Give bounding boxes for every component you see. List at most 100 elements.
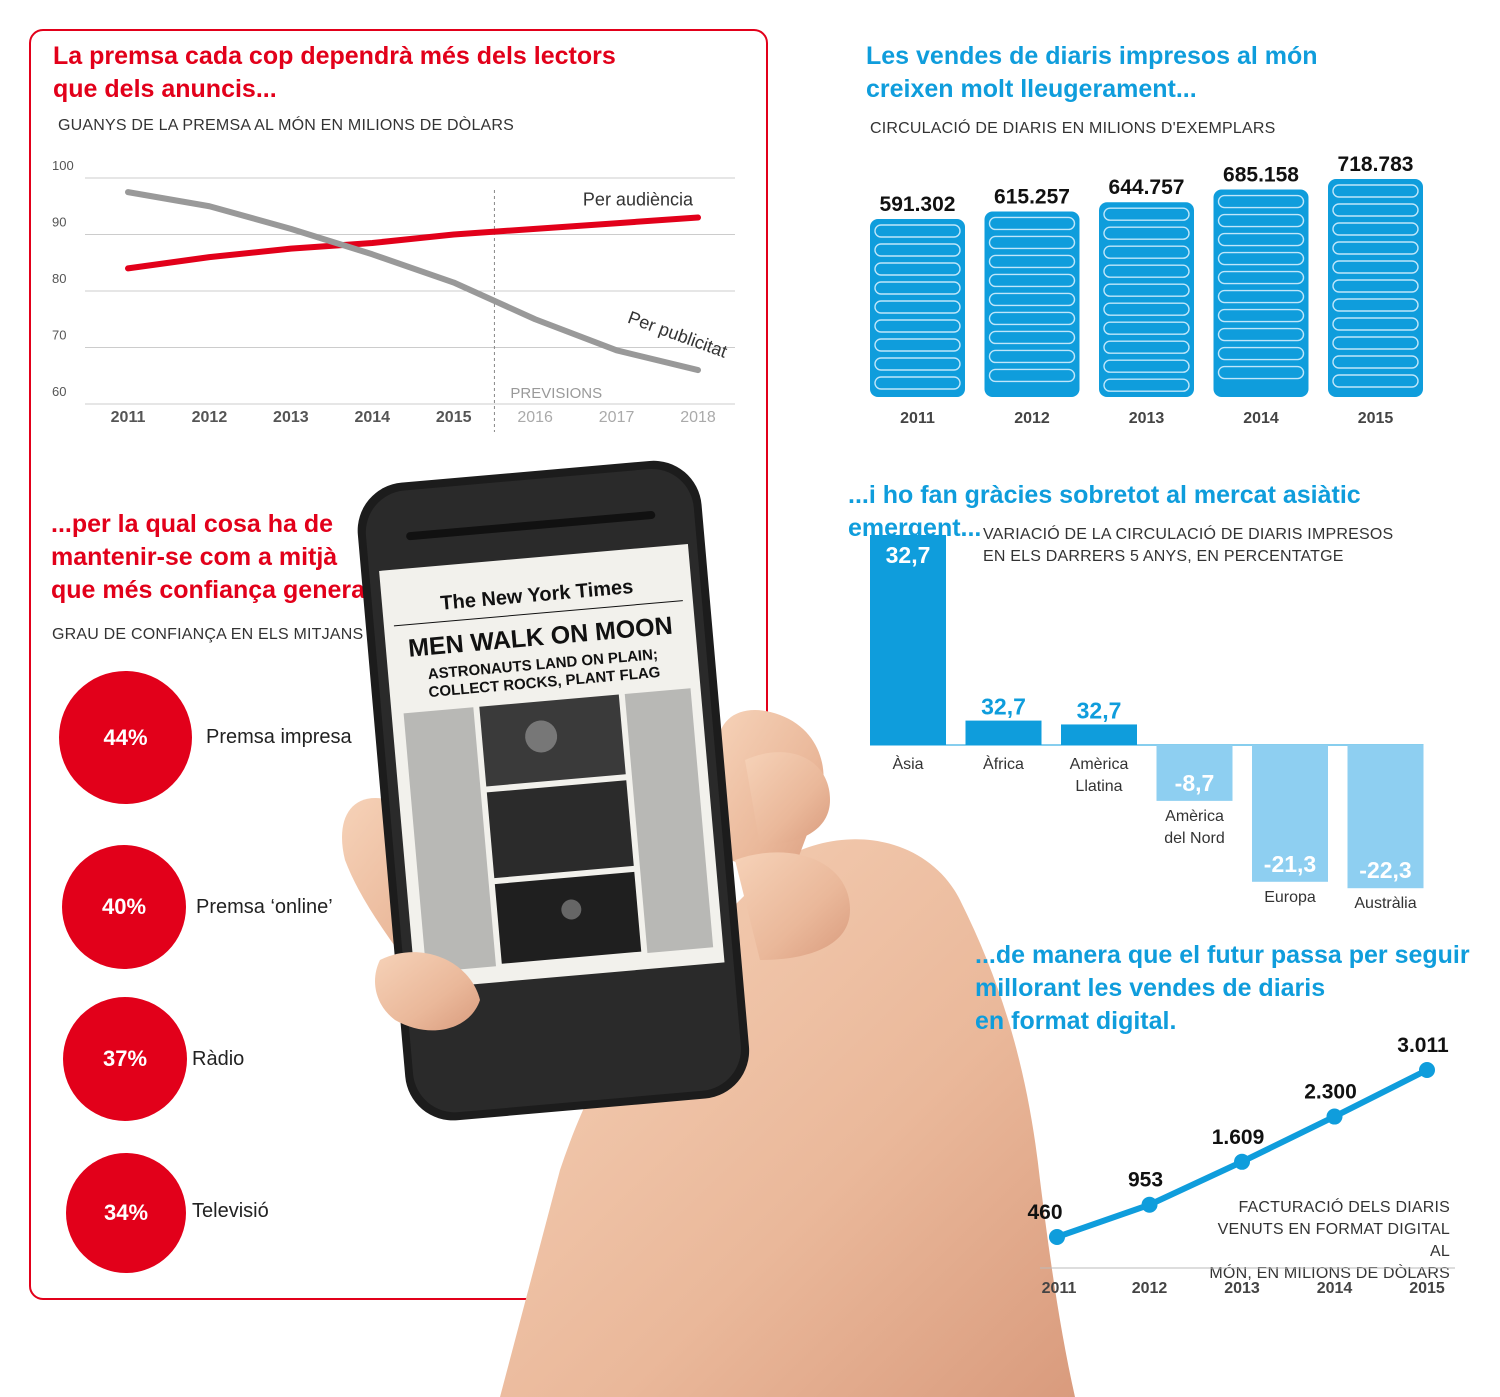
revenue-ytick-label: 80 — [52, 271, 66, 286]
confidence-label-online: Premsa ‘online’ — [196, 896, 333, 918]
variation-category-label: Amèrica — [1070, 756, 1129, 773]
variation-bar-chart: 32,7 Àsia 32,7 Àfrica 32,7 Amèrica Llatina -8,7… — [870, 535, 1424, 912]
digital-chart-title-line-2: VENUTS EN FORMAT DIGITAL AL — [1217, 1221, 1450, 1260]
confidence-circle-radio: 37% — [63, 997, 187, 1121]
confidence-title-line-1: ...per la qual cosa ha de — [51, 510, 334, 538]
circulation-chart-title: CIRCULACIÓ DE DIARIS EN MILIONS D'EXEMPL… — [870, 120, 1276, 137]
revenue-xtick-label: 2013 — [273, 409, 309, 426]
revenue-ytick-label: 70 — [52, 328, 66, 343]
variation-bar — [870, 535, 946, 745]
digital-title: ...de manera que el futur passa per segu… — [975, 939, 1470, 1038]
circulation-bar — [1099, 202, 1194, 397]
digital-year-label: 2012 — [1132, 1280, 1168, 1297]
circulation-value-label: 591.302 — [880, 193, 956, 216]
confidence-title-line-3: que més confiança genera. — [51, 576, 372, 604]
circulation-year-label: 2015 — [1358, 410, 1394, 427]
newspaper-photo-2 — [486, 780, 634, 879]
revenue-chart-title: GUANYS DE LA PREMSA AL MÓN EN MILIONS DE… — [58, 117, 515, 134]
confidence-title-line-2: mantenir-se com a mitjà — [51, 543, 338, 571]
digital-point — [1326, 1108, 1343, 1125]
series-label-audience: Per audiència — [583, 190, 694, 210]
left-title-line-2: que dels anuncis... — [53, 75, 277, 103]
variation-value-label: 32,7 — [886, 542, 931, 568]
digital-point — [1419, 1062, 1435, 1078]
circulation-year-label: 2014 — [1243, 410, 1279, 427]
digital-title-line-3: en format digital. — [975, 1007, 1177, 1035]
circulation-bar — [984, 211, 1080, 397]
digital-value-label: 953 — [1128, 1169, 1163, 1192]
revenue-xtick-label: 2011 — [111, 409, 146, 426]
circulation-title-line-1: Les vendes de diaris impresos al món — [866, 42, 1318, 70]
left-panel-frame — [29, 29, 768, 1300]
digital-value-label: 3.011 — [1397, 1034, 1449, 1057]
circulation-value-label: 685.158 — [1223, 164, 1299, 187]
confidence-label-tv: Televisió — [192, 1200, 269, 1222]
digital-value-label: 1.609 — [1212, 1126, 1265, 1149]
digital-chart-title: FACTURACIÓ DELS DIARIS VENUTS EN FORMAT … — [1200, 1197, 1450, 1285]
digital-title-line-1: ...de manera que el futur passa per segu… — [975, 941, 1470, 969]
variation-category-label: Àsia — [892, 754, 923, 773]
variation-value-label: 32,7 — [981, 694, 1026, 720]
digital-value-label: 2.300 — [1304, 1081, 1357, 1104]
confidence-value-radio: 37% — [102, 1046, 148, 1071]
circulation-bar — [1213, 189, 1309, 397]
variation-value-label: 32,7 — [1077, 697, 1122, 723]
hand-finger-2 — [735, 852, 850, 960]
variation-category-label: Àfrica — [983, 754, 1024, 773]
digital-year-label: 2014 — [1317, 1280, 1353, 1297]
digital-point — [1049, 1229, 1065, 1245]
hand-finger-3 — [375, 952, 480, 1031]
digital-year-label: 2011 — [1042, 1280, 1077, 1297]
revenue-ytick-label: 90 — [52, 215, 66, 230]
variation-value-label: -8,7 — [1175, 770, 1215, 796]
digital-line-chart: 460 2011 953 2012 1.609 2013 2.300 2014 3.011 201… — [1027, 1034, 1455, 1297]
circulation-value-label: 615.257 — [994, 185, 1070, 208]
circulation-bar — [870, 219, 965, 397]
variation-bar — [1252, 745, 1328, 882]
circulation-year-label: 2011 — [900, 410, 935, 427]
variation-bar — [965, 720, 1042, 745]
variation-chart-title: VARIACIÓ DE LA CIRCULACIÓ DE DIARIS IMPR… — [983, 524, 1393, 568]
circulation-title: Les vendes de diaris impresos al món cre… — [866, 40, 1318, 106]
revenue-xtick-label: 2012 — [192, 409, 228, 426]
circulation-value-label: 718.783 — [1338, 153, 1414, 176]
digital-chart-title-line-1: FACTURACIÓ DELS DIARIS — [1238, 1199, 1450, 1216]
circulation-bar-chart: 591.302 2011 615.257 2012 644.757 2013 685.158… — [870, 153, 1423, 427]
confidence-value-print: 44% — [103, 724, 148, 750]
revenue-xtick-label: 2017 — [599, 409, 635, 426]
hand-palm — [500, 839, 1075, 1397]
revenue-xtick-label: 2014 — [354, 409, 390, 426]
revenue-xtick-label: 2018 — [680, 409, 716, 426]
variation-category-label: Austràlia — [1354, 895, 1416, 912]
revenue-line-chart: 100 90 80 70 60 2011 2012 2013 2014 2015 2016 2017… — [52, 158, 735, 432]
confidence-value-online: 40% — [101, 894, 147, 919]
confidence-circle-print: 44% — [59, 671, 192, 804]
circulation-year-label: 2012 — [1014, 410, 1050, 427]
variation-value-label: -22,3 — [1359, 857, 1411, 883]
confidence-value-tv: 34% — [103, 1200, 149, 1225]
digital-point — [1141, 1196, 1158, 1213]
revenue-ytick-label: 100 — [52, 158, 74, 173]
series-line-advertising — [125, 189, 701, 374]
digital-year-label: 2013 — [1224, 1280, 1260, 1297]
variation-category-label: Amèrica — [1165, 808, 1224, 825]
circulation-value-label: 644.757 — [1109, 176, 1185, 199]
digital-year-label: 2015 — [1409, 1280, 1445, 1297]
circulation-title-line-2: creixen molt lleugerament... — [866, 75, 1197, 103]
digital-chart-title-line-3: MÓN, EN MILIONS DE DÒLARS — [1209, 1265, 1450, 1282]
confidence-label-print: Premsa impresa — [206, 726, 352, 748]
confidence-label-radio: Ràdio — [192, 1048, 245, 1070]
variation-value-label: -21,3 — [1264, 851, 1316, 877]
variation-bar — [1347, 745, 1424, 889]
left-title-line-1: La premsa cada cop dependrà més dels lec… — [53, 42, 616, 70]
digital-point — [1234, 1153, 1250, 1170]
variation-chart-title-line-1: VARIACIÓ DE LA CIRCULACIÓ DE DIARIS IMPR… — [983, 526, 1394, 543]
revenue-ytick-label: 60 — [52, 384, 66, 399]
hand-finger-1 — [745, 752, 830, 845]
variation-bar — [1156, 745, 1233, 801]
series-line-audience — [125, 214, 701, 272]
confidence-circle-tv: 34% — [66, 1153, 186, 1273]
variation-category-label: Europa — [1264, 889, 1316, 906]
digital-series-line — [1056, 1067, 1429, 1240]
